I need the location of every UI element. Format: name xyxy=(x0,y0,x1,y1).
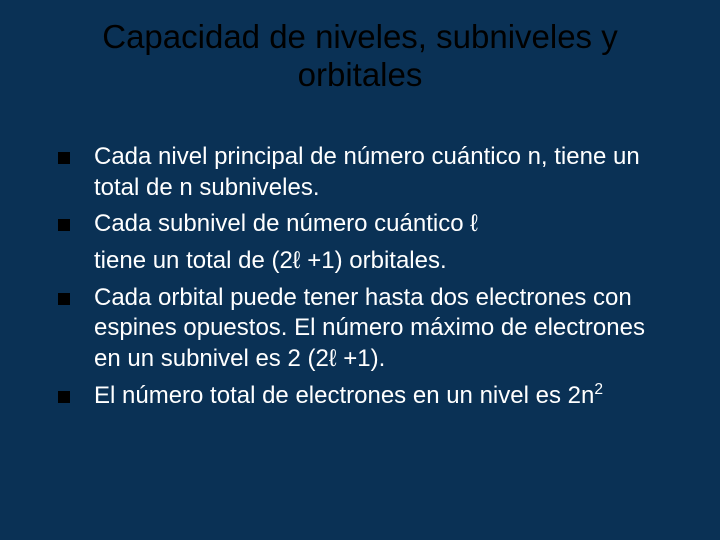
bullet-list: Cada orbital puede tener hasta dos elect… xyxy=(52,283,672,412)
list-item-continuation: tiene un total de (2ℓ +1) orbitales. xyxy=(52,246,672,277)
list-item: El número total de electrones en un nive… xyxy=(52,381,672,412)
list-item: Cada orbital puede tener hasta dos elect… xyxy=(52,283,672,375)
list-item: Cada nivel principal de número cuántico … xyxy=(52,142,672,203)
list-item: Cada subnivel de número cuántico ℓ xyxy=(52,209,672,240)
bullet-list: Cada nivel principal de número cuántico … xyxy=(52,142,672,240)
slide-title: Capacidad de niveles, subniveles y orbit… xyxy=(40,18,680,94)
slide-body: Cada nivel principal de número cuántico … xyxy=(40,142,680,412)
slide: Capacidad de niveles, subniveles y orbit… xyxy=(0,0,720,540)
